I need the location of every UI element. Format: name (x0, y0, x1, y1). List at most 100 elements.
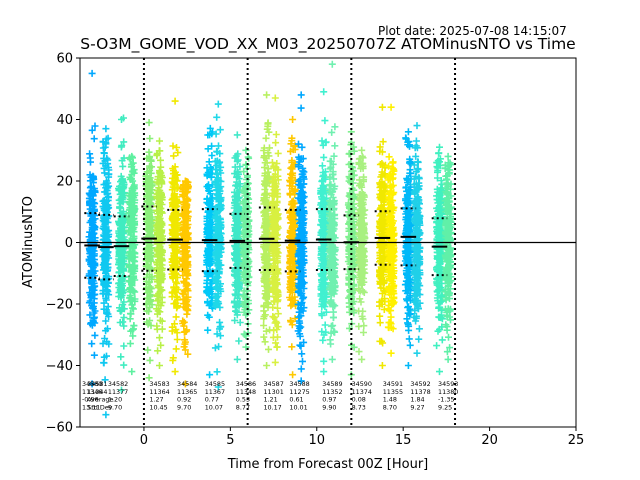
data-point (101, 376, 109, 384)
data-point (154, 252, 162, 260)
data-point (146, 317, 154, 325)
data-point (156, 173, 164, 181)
data-point (128, 368, 136, 376)
data-point (169, 142, 177, 150)
data-point (128, 224, 136, 232)
data-point (173, 144, 180, 151)
data-point (168, 258, 176, 266)
data-point (173, 303, 181, 311)
data-point (216, 126, 224, 134)
point-group-11 (239, 146, 253, 351)
data-point (143, 198, 151, 206)
data-point (86, 247, 94, 255)
data-point (126, 340, 134, 348)
data-point (127, 310, 135, 318)
data-point (174, 149, 182, 157)
data-point (118, 142, 126, 150)
data-point (158, 293, 166, 301)
data-point (130, 322, 138, 330)
data-point (117, 224, 124, 232)
data-point (99, 138, 107, 146)
data-point (103, 309, 111, 317)
data-point (130, 232, 138, 240)
data-point (359, 307, 367, 315)
data-point (171, 320, 178, 328)
data-point (91, 283, 99, 291)
data-point (127, 216, 135, 224)
scatter-points (85, 60, 455, 419)
data-point (155, 203, 163, 211)
data-point (147, 181, 155, 189)
data-point (120, 138, 128, 146)
data-point (378, 362, 386, 369)
data-point (170, 228, 177, 236)
data-point (170, 284, 178, 292)
data-point (156, 308, 164, 316)
data-point (146, 153, 153, 161)
data-point (88, 126, 96, 134)
data-point (89, 192, 97, 200)
data-point (103, 352, 110, 360)
data-point (105, 170, 113, 178)
data-point (169, 200, 177, 208)
data-point (144, 346, 152, 354)
data-point (355, 348, 363, 356)
data-point (358, 355, 366, 363)
data-point (148, 233, 155, 241)
data-point (263, 91, 271, 99)
data-point (148, 196, 156, 204)
data-point (87, 319, 95, 327)
data-point (297, 365, 305, 373)
data-point (288, 343, 296, 351)
data-point (158, 317, 166, 325)
data-point (120, 298, 128, 306)
data-point (117, 353, 125, 361)
data-point (104, 303, 112, 311)
data-point (120, 265, 127, 273)
data-point (99, 290, 107, 298)
data-point (355, 322, 363, 330)
data-point (100, 222, 108, 230)
data-point (233, 131, 241, 139)
data-point (297, 104, 305, 112)
data-point (87, 158, 94, 166)
data-point (118, 234, 126, 242)
data-point (100, 305, 108, 313)
data-point (156, 362, 163, 369)
data-point (157, 228, 165, 236)
data-point (156, 334, 163, 342)
data-point (117, 293, 125, 301)
data-point (129, 332, 137, 340)
data-point (154, 210, 162, 218)
data-point (378, 103, 386, 111)
data-point (126, 294, 134, 301)
data-point (91, 331, 99, 339)
data-point (88, 380, 96, 388)
point-group-3 (125, 152, 139, 376)
data-point (128, 152, 136, 160)
data-point (155, 290, 163, 297)
data-point (153, 291, 161, 299)
data-point (104, 134, 112, 142)
data-point (331, 142, 339, 150)
data-point (102, 327, 110, 335)
data-point (387, 103, 395, 111)
point-group-6 (168, 97, 182, 376)
data-point (127, 327, 135, 335)
data-point (157, 279, 165, 286)
data-point (91, 122, 99, 130)
chart-title: S-O3M_GOME_VOD_XX_M03_20250707Z ATOMinus… (80, 35, 575, 54)
data-point (322, 308, 330, 316)
data-point (90, 299, 98, 307)
data-point (90, 291, 98, 299)
data-point (101, 261, 109, 269)
data-point (268, 159, 276, 166)
data-point (128, 301, 136, 309)
plot-date: Plot date: 2025-07-08 14:15:07 (378, 24, 567, 38)
data-point (260, 307, 268, 315)
data-point (328, 60, 336, 68)
data-point (103, 233, 111, 241)
data-point (376, 319, 384, 327)
data-point (131, 189, 139, 197)
